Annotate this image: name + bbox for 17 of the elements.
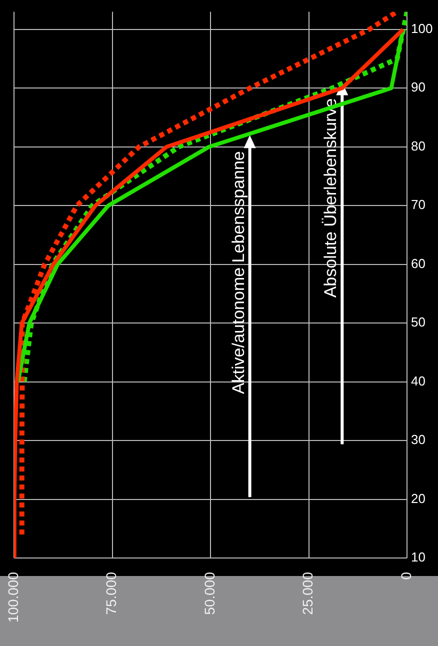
y-tick-label: 80 bbox=[411, 138, 426, 154]
x-tick-label: 25.000 bbox=[300, 572, 316, 615]
y-tick-label: 40 bbox=[411, 373, 426, 388]
y-tick-label: 90 bbox=[411, 80, 426, 95]
x-tick-label: 0 bbox=[398, 572, 414, 580]
y-tick-label: 20 bbox=[411, 490, 426, 506]
x-tick-label: 100.000 bbox=[4, 572, 21, 623]
y-tick-label: 50 bbox=[411, 314, 426, 330]
y-tick-label: 60 bbox=[411, 256, 426, 271]
y-tick-label: 100 bbox=[411, 20, 433, 36]
annotation: Aktive/autonome Lebensspanne bbox=[228, 151, 248, 394]
x-tick-label: 75.000 bbox=[103, 572, 120, 615]
x-tick-label: 50.000 bbox=[201, 572, 218, 615]
y-tick-label: 30 bbox=[411, 432, 426, 448]
annotation: Absolute Überlebenskurve bbox=[321, 98, 340, 298]
y-tick-label: 70 bbox=[411, 197, 426, 212]
y-tick-label: 10 bbox=[411, 550, 426, 565]
